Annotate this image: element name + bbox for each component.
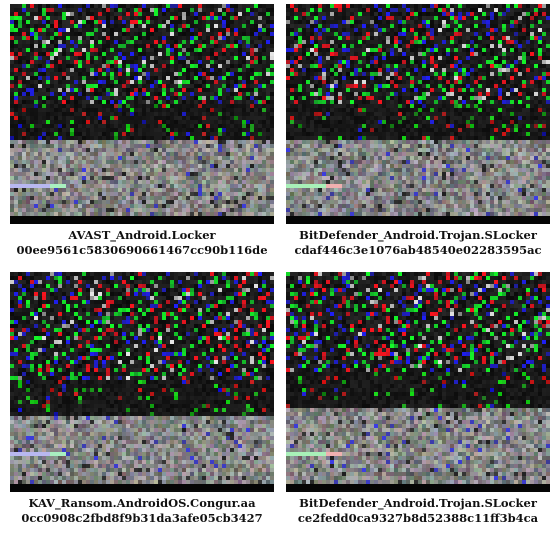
malware-image-1 bbox=[10, 4, 274, 224]
family-label-2: BitDefender_Android.Trojan.SLocker bbox=[299, 228, 537, 242]
caption-4: BitDefender_Android.Trojan.SLocker ce2fe… bbox=[286, 496, 550, 526]
hash-label-2: cdaf446c3e1076ab48540e02283595ac bbox=[294, 243, 542, 257]
sample-panel-1: AVAST_Android.Locker 00ee9561c5830690661… bbox=[10, 4, 274, 258]
family-label-3: KAV_Ransom.AndroidOS.Congur.aa bbox=[28, 496, 256, 510]
caption-3: KAV_Ransom.AndroidOS.Congur.aa 0cc0908c2… bbox=[10, 496, 274, 526]
malware-image-4 bbox=[286, 272, 550, 492]
family-label-1: AVAST_Android.Locker bbox=[68, 228, 216, 242]
sample-panel-2: BitDefender_Android.Trojan.SLocker cdaf4… bbox=[286, 4, 550, 258]
hash-label-3: 0cc0908c2fbd8f9b31da3afe05cb3427 bbox=[21, 511, 263, 525]
hash-label-4: ce2fedd0ca9327b8d52388c11ff3b4ca bbox=[297, 511, 539, 525]
malware-image-2 bbox=[286, 4, 550, 224]
malware-image-3 bbox=[10, 272, 274, 492]
hash-label-1: 00ee9561c5830690661467cc90b116de bbox=[16, 243, 268, 257]
family-label-4: BitDefender_Android.Trojan.SLocker bbox=[299, 496, 537, 510]
sample-panel-3: KAV_Ransom.AndroidOS.Congur.aa 0cc0908c2… bbox=[10, 272, 274, 526]
sample-panel-4: BitDefender_Android.Trojan.SLocker ce2fe… bbox=[286, 272, 550, 526]
caption-1: AVAST_Android.Locker 00ee9561c5830690661… bbox=[10, 228, 274, 258]
caption-2: BitDefender_Android.Trojan.SLocker cdaf4… bbox=[286, 228, 550, 258]
